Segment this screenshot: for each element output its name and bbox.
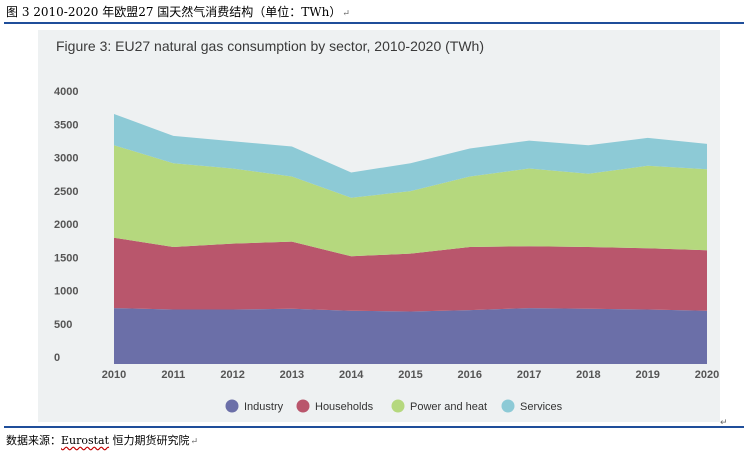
corner-mark: ↵ [720, 418, 728, 428]
x-tick-label: 2014 [339, 369, 364, 381]
y-tick-label: 3000 [54, 153, 78, 165]
x-tick-label: 2019 [635, 369, 659, 381]
x-tick-labels: 2010 2011 2012 2013 2014 2015 2016 2017 2018 2019… [102, 369, 719, 381]
legend-label-services: Services [520, 401, 563, 413]
area-series-group [114, 114, 707, 364]
legend-label-industry: Industry [244, 401, 284, 413]
area-power-and-heat [114, 145, 707, 257]
source-prefix: 数据来源： [6, 434, 61, 447]
source-name: Eurostat [61, 434, 110, 447]
area-industry [114, 308, 707, 364]
y-tick-label: 0 [54, 352, 60, 364]
y-tick-label: 3500 [54, 119, 78, 131]
legend: Industry Households Power and heat Services [225, 399, 563, 413]
figure-caption-text: 图 3 2010-2020 年欧盟27 国天然气消费结构（单位：TWh） [6, 5, 342, 19]
source-note: 数据来源：Eurostat 恒力期货研究院↵ [6, 434, 198, 449]
y-tick-label: 1000 [54, 286, 78, 298]
x-tick-label: 2010 [102, 369, 126, 381]
legend-swatch-services [501, 399, 515, 413]
legend-label-power-and-heat: Power and heat [410, 401, 487, 413]
legend-label-households: Households [315, 401, 374, 413]
paragraph-mark: ↵ [342, 9, 350, 19]
y-tick-label: 2000 [54, 219, 78, 231]
x-tick-label: 2017 [517, 369, 541, 381]
x-tick-label: 2012 [220, 369, 244, 381]
legend-swatch-power-and-heat [391, 399, 405, 413]
x-tick-label: 2011 [161, 369, 185, 381]
area-services [114, 114, 707, 198]
x-tick-label: 2013 [280, 369, 304, 381]
x-tick-label: 2018 [576, 369, 600, 381]
legend-swatch-industry [225, 399, 239, 413]
top-rule [4, 22, 744, 24]
bottom-rule [4, 426, 744, 428]
y-tick-label: 2500 [54, 186, 78, 198]
x-tick-label: 2016 [458, 369, 482, 381]
figure-caption: 图 3 2010-2020 年欧盟27 国天然气消费结构（单位：TWh）↵ [6, 4, 350, 20]
chart-panel: Figure 3: EU27 natural gas consumption b… [38, 30, 720, 422]
y-tick-label: 1500 [54, 252, 78, 264]
area-households [114, 237, 707, 312]
x-tick-label: 2020 [695, 369, 719, 381]
chart-title: Figure 3: EU27 natural gas consumption b… [56, 38, 484, 54]
y-tick-label: 4000 [54, 86, 78, 98]
source-suffix: 恒力期货研究院 [109, 434, 190, 447]
x-tick-label: 2015 [398, 369, 422, 381]
legend-swatch-households [296, 399, 310, 413]
y-tick-labels: 0 500 1000 1500 2000 2500 3000 3500 4000 [54, 86, 78, 364]
paragraph-mark: ↵ [190, 437, 199, 447]
y-tick-label: 500 [54, 319, 72, 331]
